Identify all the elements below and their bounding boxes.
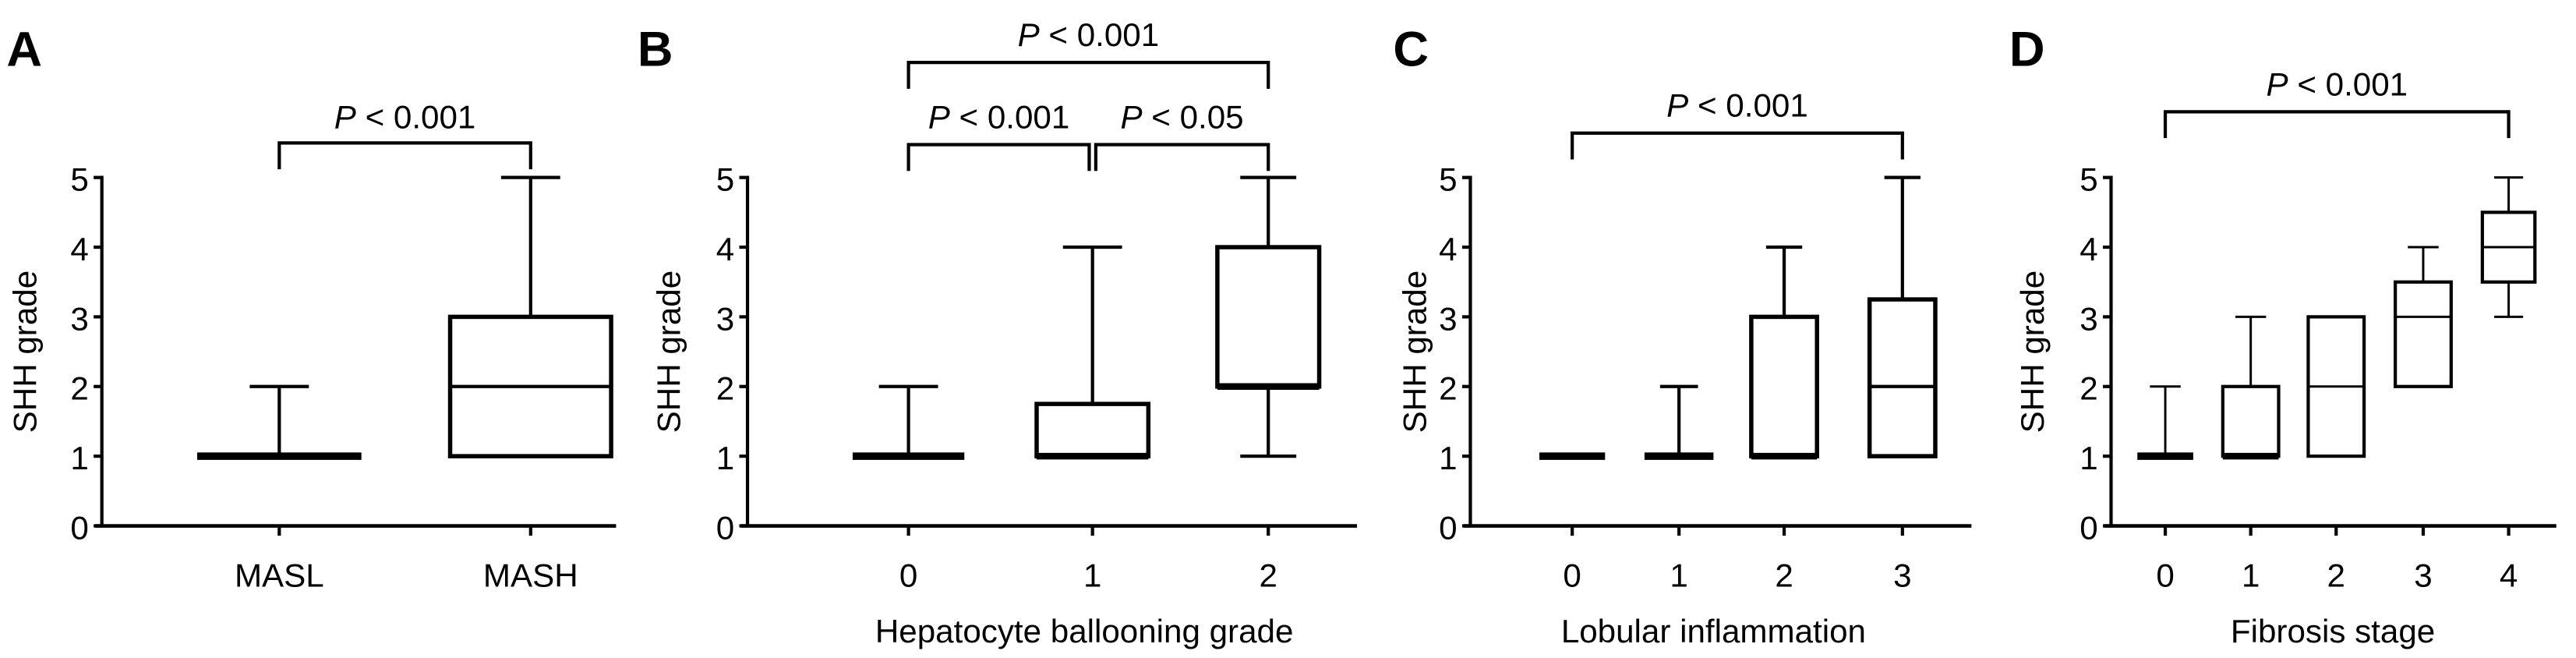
bracket-line — [906, 143, 1091, 172]
y-tick-label: 0 — [1439, 509, 1457, 546]
x-tick-label: 2 — [1259, 557, 1277, 594]
box-2 — [1749, 245, 1819, 460]
y-tick-label: 2 — [1439, 370, 1457, 407]
box-rect — [1867, 297, 1938, 458]
box-rect — [2394, 280, 2453, 388]
bracket-line — [277, 141, 532, 170]
significance-bracket: P < 0.05 — [1094, 98, 1270, 172]
y-tick-label: 4 — [716, 231, 734, 267]
significance-bracket: P < 0.001 — [1571, 87, 1904, 160]
x-tick-label: 0 — [899, 557, 917, 594]
bracket-line — [1094, 143, 1270, 172]
x-tick-label: 1 — [2242, 557, 2260, 594]
panel-letter: A — [6, 22, 42, 76]
y-tick-label: 1 — [2080, 440, 2097, 476]
x-tick-label: 0 — [1563, 557, 1581, 594]
x-tick-label: 3 — [2414, 557, 2432, 594]
bracket-line — [1571, 131, 1904, 160]
significance-bracket: P < 0.001 — [906, 98, 1091, 172]
y-tick-label: 5 — [716, 161, 734, 198]
p-value-label: P < 0.001 — [1666, 87, 1808, 124]
x-tick-label: 1 — [1670, 557, 1687, 594]
box-masl — [196, 384, 362, 460]
p-value-label: P < 0.001 — [928, 98, 1070, 135]
y-tick-label: 3 — [1439, 300, 1457, 337]
box-rect — [2221, 384, 2281, 458]
x-tick-label: 4 — [2500, 557, 2518, 594]
box-rect — [1034, 402, 1151, 458]
p-value-label: P < 0.05 — [1120, 98, 1243, 135]
y-tick-label: 3 — [716, 300, 734, 337]
box-1 — [1034, 245, 1151, 460]
panel-letter: D — [2009, 22, 2045, 76]
x-axis-title: Hepatocyte ballooning grade — [875, 613, 1294, 649]
y-axis-title: SHH grade — [651, 271, 687, 433]
panel-letter: C — [1393, 22, 1429, 76]
y-tick-label: 1 — [1439, 440, 1457, 476]
p-value-label: P < 0.001 — [334, 98, 476, 135]
y-tick-label: 3 — [70, 300, 88, 337]
y-tick-label: 0 — [70, 509, 88, 546]
p-value-label: P < 0.001 — [2267, 65, 2408, 102]
y-axis-title: SHH grade — [1397, 271, 1433, 433]
box-2 — [2306, 315, 2366, 458]
x-axis-title: Fibrosis stage — [2231, 613, 2435, 649]
y-tick-label: 0 — [2080, 509, 2097, 546]
x-tick-label: MASL — [235, 557, 324, 594]
box-3 — [1867, 175, 1938, 458]
y-axis-title: SHH grade — [6, 271, 43, 433]
box-rect — [1749, 314, 1819, 458]
y-tick-label: 5 — [70, 161, 88, 198]
y-tick-label: 4 — [2080, 231, 2097, 267]
x-axis-title: Lobular inflammation — [1561, 613, 1866, 649]
panel-a: A 0 1 2 3 4 5 SHH grade MASL MASH P < 0.001 — [6, 22, 617, 594]
x-tick-label: 1 — [1083, 557, 1101, 594]
x-tick-label: 2 — [1775, 557, 1793, 594]
y-tick-label: 4 — [1439, 231, 1457, 267]
x-tick-label: MASH — [483, 557, 578, 594]
box-1 — [1644, 384, 1714, 460]
panel-d: D 0 1 2 3 4 5 SHH grade 0 1 2 3 4 Fibrosis stage P < 0… — [2009, 22, 2557, 649]
box-2 — [1215, 175, 1322, 458]
box-0 — [2137, 385, 2193, 460]
x-tick-label: 3 — [1893, 557, 1911, 594]
panel-letter: B — [638, 22, 673, 76]
y-tick-label: 2 — [716, 370, 734, 407]
box-3 — [2394, 246, 2453, 388]
box-1 — [2221, 315, 2281, 460]
box-mash — [447, 175, 613, 458]
y-tick-label: 2 — [2080, 370, 2097, 407]
p-value-label: P < 0.001 — [1018, 16, 1160, 53]
significance-bracket: P < 0.001 — [277, 98, 532, 170]
x-tick-label: 0 — [2156, 557, 2174, 594]
y-axis-title: SHH grade — [2014, 271, 2051, 433]
y-tick-label: 1 — [70, 440, 88, 476]
box-rect — [1215, 245, 1322, 389]
panel-b: B 0 1 2 3 4 5 SHH grade 0 1 2 Hepatocyte ballooning… — [638, 16, 1358, 649]
bracket-line — [2163, 110, 2511, 139]
y-tick-label: 5 — [1439, 161, 1457, 198]
bracket-line — [906, 61, 1270, 89]
y-tick-label: 0 — [716, 509, 734, 546]
y-tick-label: 3 — [2080, 300, 2097, 337]
box-0 — [852, 384, 965, 460]
y-tick-label: 2 — [70, 370, 88, 407]
y-tick-label: 1 — [716, 440, 734, 476]
y-tick-label: 5 — [2080, 161, 2097, 198]
significance-bracket: P < 0.001 — [906, 16, 1270, 89]
box-4 — [2480, 176, 2537, 318]
y-tick-label: 4 — [70, 231, 88, 267]
panel-c: C 0 1 2 3 4 5 SHH grade 0 1 2 3 Lobular inflammation… — [1393, 22, 1972, 649]
significance-bracket: P < 0.001 — [2163, 65, 2511, 139]
x-tick-label: 2 — [2327, 557, 2345, 594]
